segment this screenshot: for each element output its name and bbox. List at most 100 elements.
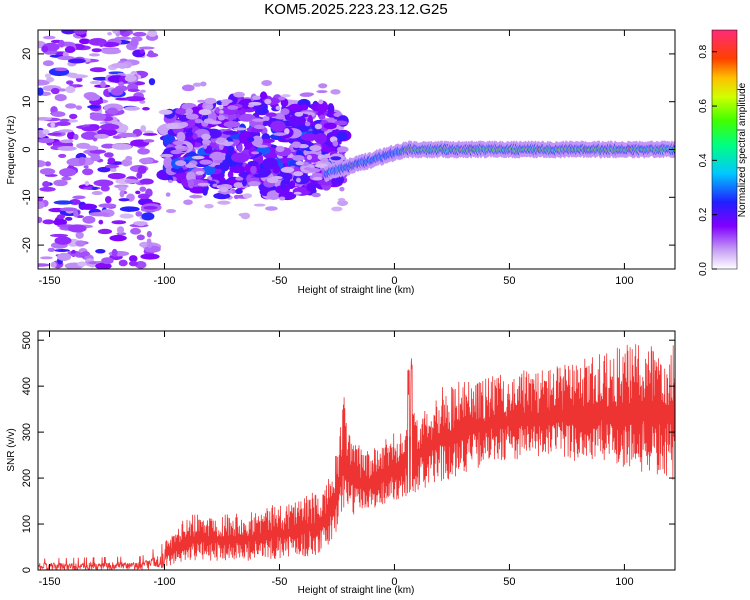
heatmap-cell (104, 195, 112, 204)
snr-x-tick-label: -150 (38, 576, 60, 588)
heatmap-cell (331, 176, 338, 186)
heatmap-cell (82, 168, 94, 176)
heatmap-cell (218, 105, 224, 110)
colorbar-label: Normalized spectral amplitude (737, 82, 748, 217)
heatmap-cell (118, 81, 125, 87)
snr-x-tick-label: 0 (391, 576, 397, 588)
heatmap-cell (73, 133, 79, 140)
heatmap-cell (87, 105, 101, 109)
heatmap-cell (85, 93, 101, 101)
heatmap-cell (72, 195, 86, 200)
heatmap-cell (38, 137, 55, 144)
heatmap-cell (266, 177, 279, 184)
heatmap-cell (300, 92, 315, 97)
heatmap-cell (205, 104, 214, 110)
heatmap-cell (119, 58, 128, 62)
heatmap-cell (175, 108, 187, 115)
heatmap-cell (38, 216, 43, 224)
snr-y-label: SNR (v/v) (6, 428, 17, 471)
heatmap-cell (306, 154, 312, 160)
snr-y-ticks: 0 100 200 300 400 500 (21, 331, 675, 573)
heatmap-cell (275, 145, 285, 153)
heatmap-cell (293, 191, 302, 195)
heatmap-cell (165, 192, 171, 197)
heatmap-cell (109, 234, 127, 242)
heatmap-cell (100, 185, 110, 192)
heatmap-cell (146, 230, 152, 238)
heatmap-cell (59, 168, 77, 177)
heatmap-cell (213, 159, 223, 164)
heatmap-cell (89, 149, 107, 154)
heatmap-cell (89, 113, 107, 121)
snr-series (38, 344, 675, 570)
heatmap-cell (39, 168, 56, 175)
heatmap-cell (81, 126, 98, 132)
heatmap-cell (222, 141, 233, 147)
heatmap-cell (124, 106, 140, 111)
heatmap-cell (79, 203, 98, 210)
heatmap-cell (300, 103, 309, 111)
spectrogram-y-ticks: -20 -10 0 10 20 (21, 48, 675, 253)
heatmap-cell (88, 261, 97, 265)
heatmap-cell (49, 233, 69, 238)
heatmap-cell (98, 203, 117, 208)
heatmap-cell (304, 121, 311, 127)
heatmap-cell (67, 58, 86, 64)
snr-y-tick-label: 0 (21, 567, 33, 573)
heatmap-cell (273, 132, 287, 136)
heatmap-cell (107, 31, 112, 36)
heatmap-cell (247, 181, 261, 187)
spectrogram-x-tick-label: -100 (153, 275, 175, 287)
heatmap-cell (42, 35, 56, 40)
spectrogram-x-tick-label: 100 (615, 275, 633, 287)
heatmap-cell (159, 153, 174, 158)
heatmap-cell (163, 156, 173, 169)
heatmap-cell (125, 155, 133, 162)
heatmap-cell (104, 152, 114, 158)
heatmap-cell (64, 46, 76, 54)
heatmap-cell (142, 107, 150, 111)
heatmap-cell (54, 236, 72, 245)
heatmap-cell (119, 206, 140, 212)
heatmap-cell (278, 138, 294, 143)
heatmap-cell (38, 87, 44, 96)
heatmap-cell (118, 259, 128, 267)
heatmap-cell (135, 211, 143, 217)
colorbar: 0.0 0.2 0.4 0.6 0.8 Normalized spectral ampl… (698, 29, 748, 276)
heatmap-cell (336, 131, 348, 141)
heatmap-cell (44, 73, 52, 79)
heatmap-cell (337, 199, 349, 207)
heatmap-cell (185, 108, 194, 115)
heatmap-cell (217, 114, 226, 121)
heatmap-cell (139, 89, 146, 93)
heatmap-cell (219, 186, 229, 193)
heatmap-cell (67, 74, 89, 79)
heatmap-cell (252, 95, 261, 100)
heatmap-cell (148, 78, 156, 86)
heatmap-cell (175, 160, 187, 167)
heatmap-cell (247, 104, 255, 108)
heatmap-cell (327, 103, 335, 115)
spectrogram-x-label: Height of straight line (km) (298, 285, 415, 296)
heatmap-cell (108, 250, 130, 257)
heatmap-cell (310, 180, 317, 193)
heatmap-cell (58, 153, 67, 159)
heatmap-cell (233, 91, 245, 98)
heatmap-cell (104, 164, 120, 169)
heatmap-cell (67, 224, 87, 233)
heatmap-cell (110, 87, 124, 96)
heatmap-cell (318, 146, 336, 152)
heatmap-cell (280, 108, 290, 116)
heatmap-cell (334, 120, 348, 126)
heatmap-cell (255, 144, 269, 148)
heatmap-cell (143, 205, 158, 210)
heatmap-cell (73, 210, 79, 218)
heatmap-cell (318, 83, 328, 89)
heatmap-cell (337, 197, 346, 202)
heatmap-cell (88, 53, 101, 57)
heatmap-cell (58, 39, 65, 48)
heatmap-cell (44, 161, 52, 167)
colorbar-tick-label: 0.2 (698, 207, 709, 221)
heatmap-cell (75, 240, 86, 247)
snr-x-tick-label: -100 (153, 576, 175, 588)
